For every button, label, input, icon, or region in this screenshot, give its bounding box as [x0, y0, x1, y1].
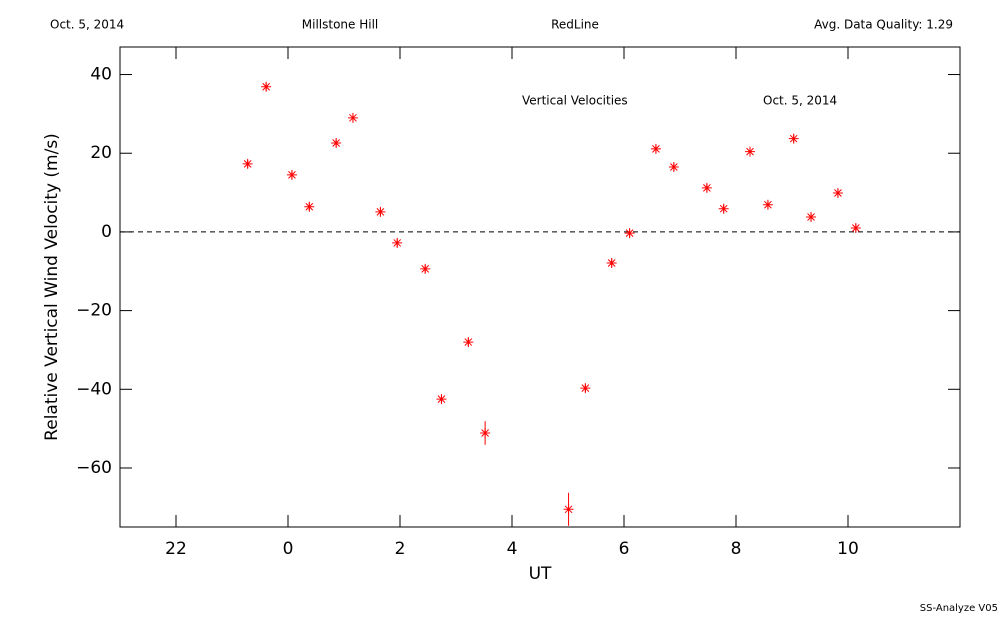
data-point: [850, 222, 861, 233]
x-axis-label: UT: [529, 564, 552, 584]
data-point: [745, 146, 755, 157]
data-point: [762, 199, 773, 210]
data-point: [242, 158, 253, 169]
plot-frame: [119, 46, 961, 528]
data-point: [788, 133, 799, 144]
x-tick-label: 6: [619, 539, 630, 559]
data-point: [806, 211, 817, 222]
data-point: [624, 228, 635, 239]
x-tick-label: 8: [731, 539, 742, 559]
annotation: Oct. 5, 2014: [763, 94, 837, 108]
data-point: [436, 394, 447, 405]
data-point: [286, 169, 297, 180]
data-point: [347, 112, 358, 123]
data-point: [668, 162, 679, 172]
header-date: Oct. 5, 2014: [50, 18, 124, 32]
data-point: [563, 504, 574, 515]
y-tick-label: −40: [76, 379, 112, 399]
data-point: [420, 263, 431, 274]
data-point: [331, 138, 342, 148]
data-point: [701, 182, 712, 193]
x-tick-label: 10: [837, 539, 859, 559]
data-point: [718, 203, 729, 214]
data-point: [606, 258, 617, 268]
y-tick-label: 0: [101, 222, 112, 242]
x-tick-label: 0: [283, 539, 294, 559]
y-tick-label: −20: [76, 301, 112, 321]
x-tick-label: 2: [395, 539, 406, 559]
data-point: [375, 206, 386, 217]
y-axis-label: Relative Vertical Wind Velocity (m/s): [42, 133, 62, 441]
data-point: [650, 143, 661, 154]
data-point: [480, 427, 491, 438]
annotation: Vertical Velocities: [522, 94, 628, 108]
header-line: RedLine: [551, 18, 599, 32]
header-site: Millstone Hill: [302, 18, 378, 32]
y-tick-label: 20: [90, 143, 112, 163]
data-point: [261, 81, 272, 92]
data-point: [580, 383, 591, 394]
data-point: [392, 237, 403, 248]
data-point: [463, 337, 474, 348]
x-tick-label: 22: [165, 539, 187, 559]
footer: SS-Analyze V05: [920, 603, 998, 614]
data-point: [304, 201, 315, 212]
y-tick-label: −60: [76, 458, 112, 478]
header-quality: Avg. Data Quality: 1.29: [814, 18, 953, 32]
y-tick-label: 40: [90, 65, 112, 85]
x-tick-label: 4: [507, 539, 518, 559]
data-point: [832, 187, 843, 198]
